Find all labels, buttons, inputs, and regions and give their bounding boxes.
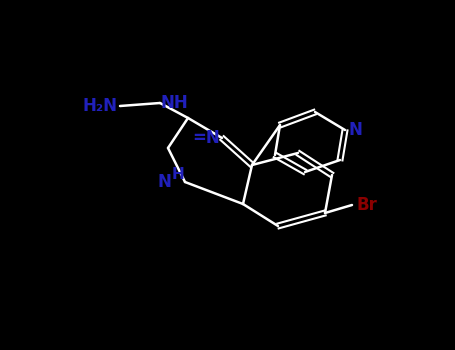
- Text: N: N: [157, 173, 171, 191]
- Text: NH: NH: [161, 94, 189, 112]
- Text: =N: =N: [192, 129, 220, 147]
- Text: N: N: [348, 121, 362, 139]
- Text: Br: Br: [357, 196, 378, 214]
- Text: H: H: [172, 167, 185, 182]
- Text: H₂N: H₂N: [83, 97, 118, 115]
